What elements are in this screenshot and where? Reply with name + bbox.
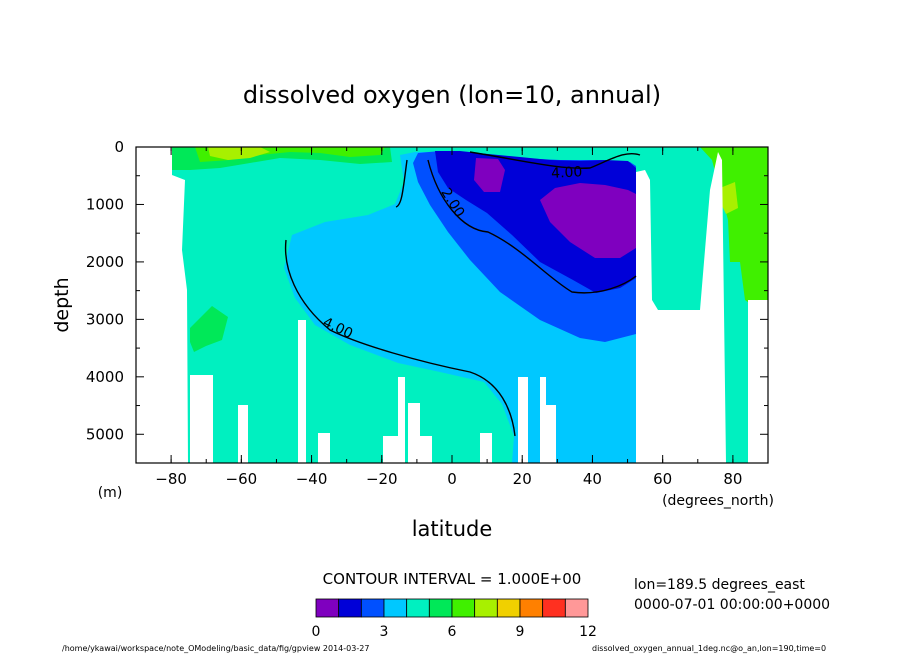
contour-line <box>395 159 408 208</box>
plot-area: 4.002.004.00 −80 −60 −40 −20 0 20 40 60 80 01000… <box>86 138 769 488</box>
land-mask <box>420 436 432 463</box>
footer-path: /home/ykawai/workspace/note_OModeling/ba… <box>62 644 369 653</box>
x-tick-label: −60 <box>226 470 258 488</box>
colorbar-swatch <box>564 598 589 618</box>
land-mask <box>383 436 398 463</box>
bathymetry-mask <box>136 147 768 463</box>
colorbar-swatch <box>451 598 476 618</box>
contour-line <box>427 159 637 294</box>
info-time: 0000-07-01 00:00:00+0000 <box>634 597 830 613</box>
colorbar-tick-label: 3 <box>380 624 389 640</box>
land-mask <box>480 433 492 463</box>
x-tick-label: 80 <box>723 470 742 488</box>
y-tick-label: 4000 <box>86 368 124 386</box>
y-tick-label: 2000 <box>86 253 124 271</box>
x-tick-label: −20 <box>366 470 398 488</box>
colorbar-swatch <box>360 598 385 618</box>
x-tick-label: 0 <box>447 470 457 488</box>
footer-source: dissolved_oxygen_annual_1deg.nc@o_an,lon… <box>592 644 826 653</box>
contour-label: 4.00 <box>551 164 583 182</box>
colorbar-swatch <box>474 598 498 618</box>
x-tick-label: 60 <box>653 470 672 488</box>
x-tick-label: −40 <box>296 470 328 488</box>
oxygen-band <box>190 306 228 352</box>
land-mask <box>518 377 528 463</box>
x-axis-label: latitude <box>412 517 493 541</box>
land-mask <box>748 300 768 463</box>
land-mask <box>546 405 556 463</box>
land-mask <box>398 377 405 463</box>
x-tick-label: 20 <box>513 470 532 488</box>
x-axis-units: (degrees_north) <box>662 493 774 509</box>
oxygen-band <box>720 182 738 214</box>
colorbar-tick-label: 12 <box>579 624 597 640</box>
land-mask <box>298 320 306 463</box>
y-tick-label: 3000 <box>86 310 124 328</box>
colorbar-swatch <box>519 598 544 618</box>
land-mask <box>408 403 420 463</box>
x-tick-label: −80 <box>155 470 187 488</box>
oxygen-band <box>474 158 505 192</box>
oxygen-field <box>136 147 768 463</box>
colorbar-swatch <box>542 598 566 618</box>
colorbar-swatch <box>338 598 362 618</box>
colorbar-swatch <box>383 598 408 618</box>
oxygen-band <box>540 183 636 258</box>
land-mask <box>190 375 213 463</box>
y-tick-label: 1000 <box>86 195 124 213</box>
y-axis-units: (m) <box>98 485 123 501</box>
y-tick-label: 5000 <box>86 425 124 443</box>
y-axis-ticks: 0 1000 2000 3000 4000 5000 <box>86 138 768 443</box>
land-mask <box>540 377 546 463</box>
info-longitude: lon=189.5 degrees_east <box>634 577 805 593</box>
colorbar-tick-label: 9 <box>516 624 525 640</box>
land-mask <box>636 152 726 463</box>
y-tick-label: 0 <box>114 138 124 156</box>
contour-line <box>284 239 516 437</box>
land-mask <box>136 147 188 463</box>
contour-interval-text: CONTOUR INTERVAL = 1.000E+00 <box>323 570 582 588</box>
colorbar: 0 3 6 9 12 <box>312 598 597 640</box>
colorbar-swatch <box>428 598 453 618</box>
land-mask <box>318 433 330 463</box>
colorbar-swatch <box>496 598 521 618</box>
oxygen-band <box>700 147 768 375</box>
x-tick-label: 40 <box>583 470 602 488</box>
chart-title: dissolved oxygen (lon=10, annual) <box>243 81 661 109</box>
colorbar-swatch <box>315 598 340 618</box>
x-axis-ticks: −80 −60 −40 −20 0 20 40 60 80 <box>135 147 769 488</box>
y-axis-label: depth <box>51 277 73 332</box>
oxygen-band <box>208 147 270 160</box>
colorbar-tick-label: 6 <box>448 624 457 640</box>
colorbar-tick-label: 0 <box>312 624 321 640</box>
colorbar-swatch <box>406 598 430 618</box>
land-mask <box>238 405 248 463</box>
contour-line <box>469 151 641 169</box>
